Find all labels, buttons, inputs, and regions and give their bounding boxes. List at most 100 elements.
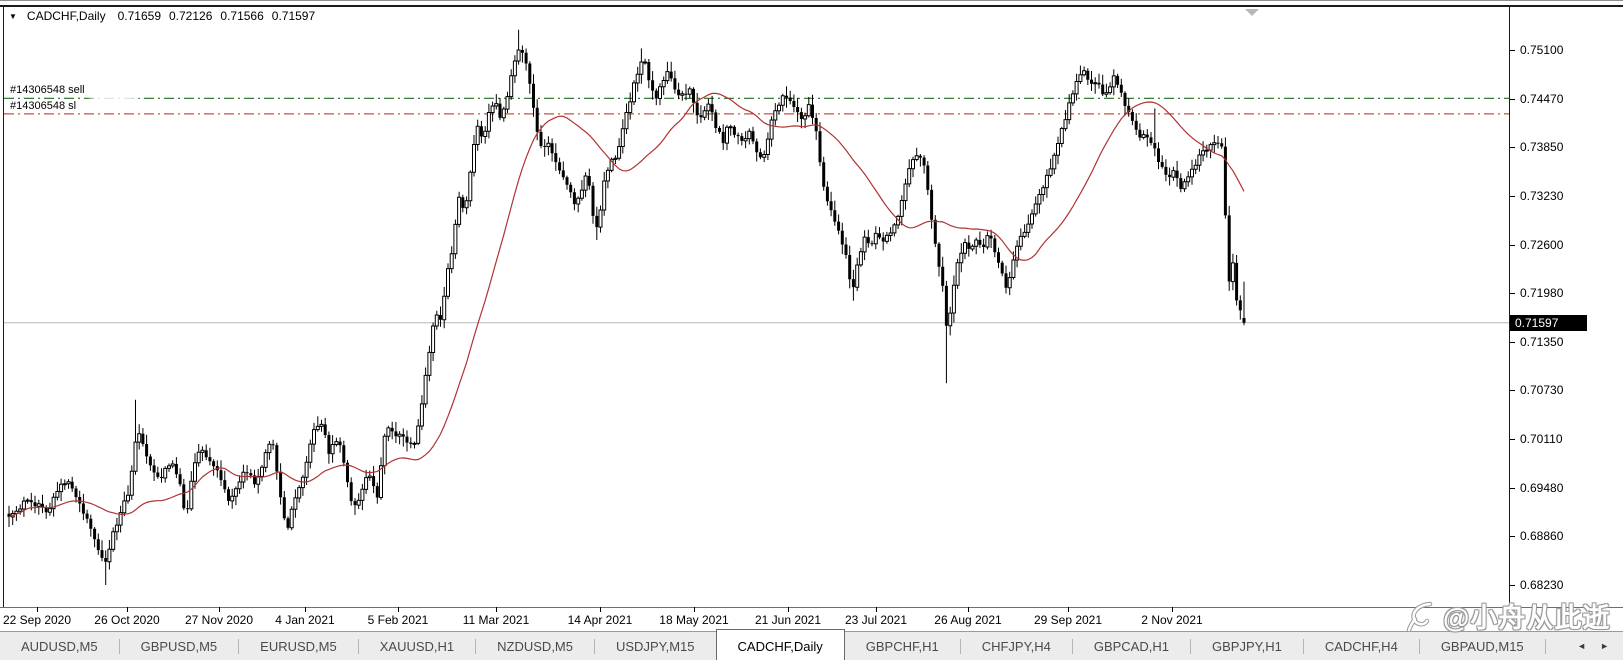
chart-tab-gbpcad-h1[interactable]: GBPCAD,H1 — [1093, 638, 1169, 654]
time-axis-tick — [694, 607, 695, 612]
time-axis-tick — [127, 607, 128, 612]
price-axis-label: 0.68230 — [1520, 578, 1564, 592]
ohlc-close-value: 0.71597 — [271, 9, 316, 23]
chart-shift-marker-icon[interactable] — [1245, 9, 1259, 16]
redaction-blur-patch — [93, 81, 135, 97]
price-axis-tick — [1510, 487, 1515, 489]
price-axis-tick — [1510, 390, 1515, 392]
time-axis-tick — [37, 607, 38, 612]
price-axis-tick — [1510, 244, 1515, 246]
chart-ohlc-header: ▼ CADCHF,Daily 0.71659 0.72126 0.71566 0… — [9, 9, 315, 23]
chart-symbol-period: CADCHF,Daily — [26, 9, 106, 23]
time-axis-tick — [398, 607, 399, 612]
price-axis-tick — [1510, 195, 1515, 197]
price-axis-label: 0.71980 — [1520, 285, 1564, 300]
ohlc-high-value: 0.72126 — [169, 9, 213, 23]
current-price-value: 0.71597 — [1515, 315, 1559, 330]
tab-separator — [238, 638, 240, 654]
time-axis-tick — [219, 607, 220, 612]
tab-separator — [1418, 638, 1420, 654]
chart-tab-bar: AUDUSD,M5 GBPUSD,M5 EURUSD,M5 XAUUSD,H1 NZDU… — [0, 628, 1623, 660]
current-price-box: 0.71597 — [1510, 314, 1587, 331]
price-axis-label: 0.71350 — [1520, 335, 1564, 350]
chart-tab-gbpchf-h1[interactable]: GBPCHF,H1 — [865, 638, 939, 654]
price-axis-separator — [1509, 7, 1510, 607]
watermark-logo-icon — [1406, 601, 1433, 632]
tab-separator — [357, 638, 359, 654]
price-axis-label: 0.72600 — [1520, 237, 1564, 252]
time-axis[interactable]: 22 Sep 2020 26 Oct 2020 27 Nov 2020 4 Jan 2… — [0, 607, 1510, 631]
price-axis-tick — [1510, 99, 1515, 101]
time-axis-label: 18 May 2021 — [659, 613, 729, 627]
watermark-text: @小舟从此逝 — [1443, 603, 1611, 633]
tab-scroll-right-icon[interactable]: ► — [1600, 641, 1609, 651]
time-axis-tick — [305, 607, 306, 612]
price-axis-label: 0.74470 — [1520, 92, 1564, 107]
order-sell-label[interactable]: #14306548 sell — [10, 84, 85, 96]
price-axis-label: 0.75100 — [1520, 43, 1564, 57]
price-axis-tick — [1510, 147, 1515, 149]
candles-bullish — [10, 49, 1235, 563]
chart-tab-cadchf-h4[interactable]: CADCHF,H4 — [1324, 638, 1398, 654]
time-axis-label: 26 Oct 2020 — [94, 613, 160, 627]
chart-menu-triangle-icon[interactable]: ▼ — [9, 11, 17, 21]
tab-separator — [475, 638, 477, 654]
time-axis-tick — [968, 607, 969, 612]
order-sl-label[interactable]: #14306548 sl — [10, 100, 77, 112]
price-axis-tick — [1510, 292, 1515, 294]
time-axis-label: 27 Nov 2020 — [184, 613, 254, 627]
price-axis-label: 0.70730 — [1520, 383, 1564, 398]
price-axis[interactable]: 0.75100 0.74470 0.73850 0.73230 0.72600 0.719… — [1510, 7, 1623, 607]
price-axis-label: 0.70110 — [1520, 431, 1563, 446]
chart-frame-bottom-border — [0, 607, 1623, 608]
chart-tab-eurusd-m5[interactable]: EURUSD,M5 — [260, 638, 337, 654]
chart-frame-left-border — [3, 7, 4, 607]
time-axis-tick — [876, 607, 877, 612]
price-axis-label: 0.73230 — [1520, 188, 1564, 203]
tab-separator — [594, 638, 595, 654]
time-axis-tick — [1068, 607, 1069, 612]
price-axis-tick — [1510, 535, 1515, 537]
ohlc-open-value: 0.71659 — [117, 9, 161, 23]
price-axis-tick — [1510, 438, 1515, 440]
chart-tab-audusd-m5[interactable]: AUDUSD,M5 — [21, 638, 98, 654]
tab-separator — [959, 638, 961, 654]
time-axis-label: 26 Aug 2021 — [934, 613, 1002, 627]
tab-separator — [1544, 638, 1546, 654]
chart-tab-usdjpy-m15[interactable]: USDJPY,M15 — [616, 638, 695, 654]
window-top-edge — [0, 0, 1623, 1]
time-axis-label: 22 Sep 2020 — [2, 613, 72, 627]
time-axis-label: 4 Jan 2021 — [275, 613, 335, 627]
chart-tab-chfjpy-h4[interactable]: CHFJPY,H4 — [981, 638, 1051, 654]
time-axis-tick — [600, 607, 601, 612]
price-axis-tick — [1510, 585, 1515, 586]
time-axis-label: 14 Apr 2021 — [567, 613, 633, 627]
time-axis-label: 5 Feb 2021 — [367, 613, 429, 627]
chart-tab-gbpusd-m5[interactable]: GBPUSD,M5 — [140, 638, 218, 654]
chart-frame-top-border — [0, 5, 1623, 7]
chart-tab-gbpjpy-h1[interactable]: GBPJPY,H1 — [1211, 638, 1282, 654]
chart-tab-gbpaud-m15[interactable]: GBPAUD,M15 — [1440, 638, 1524, 654]
tab-separator — [1302, 638, 1304, 654]
time-axis-tick — [788, 607, 789, 612]
chart-tab-xauusd-h1[interactable]: XAUUSD,H1 — [379, 638, 455, 654]
time-axis-tick — [1172, 607, 1173, 612]
ohlc-low-value: 0.71566 — [220, 9, 264, 23]
moving-average-line — [8, 92, 1245, 518]
chart-plot-area[interactable] — [0, 0, 1510, 631]
chart-tab-nzdusd-m5[interactable]: NZDUSD,M5 — [497, 638, 573, 654]
chart-tab-cadchf-daily[interactable]: CADCHF,Daily — [715, 628, 845, 660]
tab-separator — [1071, 638, 1073, 654]
time-axis-label: 21 Jun 2021 — [754, 613, 822, 627]
price-axis-tick — [1510, 342, 1515, 344]
price-axis-label: 0.73850 — [1520, 140, 1564, 155]
price-axis-tick — [1510, 50, 1515, 51]
time-axis-tick — [496, 607, 497, 612]
time-axis-label: 29 Sep 2021 — [1033, 613, 1103, 627]
price-axis-label: 0.68860 — [1520, 528, 1564, 543]
tab-scroll-left-icon[interactable]: ◄ — [1577, 641, 1587, 651]
tab-scroll-arrows: ◄ ► — [1577, 641, 1623, 651]
tab-separator — [1189, 638, 1191, 654]
price-axis-label: 0.69480 — [1520, 480, 1564, 495]
